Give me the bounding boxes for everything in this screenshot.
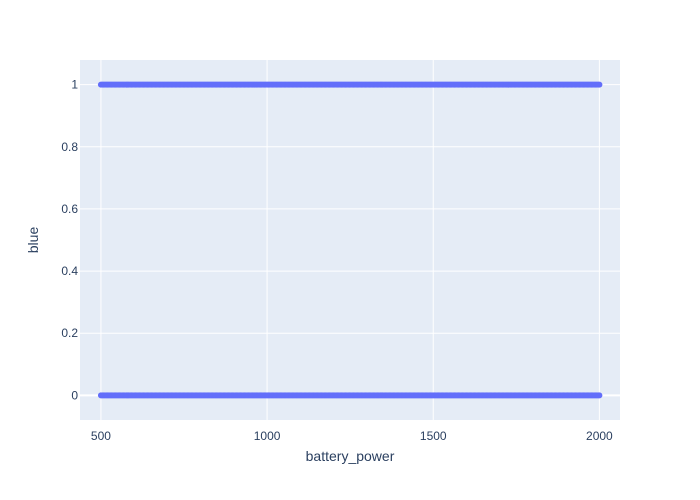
markers — [97, 81, 603, 399]
y-tick-label: 0.4 — [61, 264, 78, 278]
x-tick-label: 1000 — [254, 429, 281, 443]
y-tick-label: 0.8 — [61, 140, 78, 154]
y-tick-label: 0.6 — [61, 202, 78, 216]
x-axis-ticks: 500 1000 1500 2000 — [91, 429, 613, 443]
y-axis-ticks: 0 0.2 0.4 0.6 0.8 1 — [61, 78, 78, 403]
data-point — [596, 392, 603, 399]
x-tick-label: 2000 — [586, 429, 613, 443]
data-point — [596, 81, 603, 88]
x-tick-label: 1500 — [420, 429, 447, 443]
y-tick-label: 0 — [71, 388, 78, 402]
y-axis-title: blue — [25, 227, 41, 254]
y-tick-label: 0.2 — [61, 326, 78, 340]
x-axis-title: battery_power — [306, 448, 395, 464]
plot-area — [80, 60, 620, 420]
x-tick-label: 500 — [91, 429, 111, 443]
y-tick-label: 1 — [71, 78, 78, 92]
